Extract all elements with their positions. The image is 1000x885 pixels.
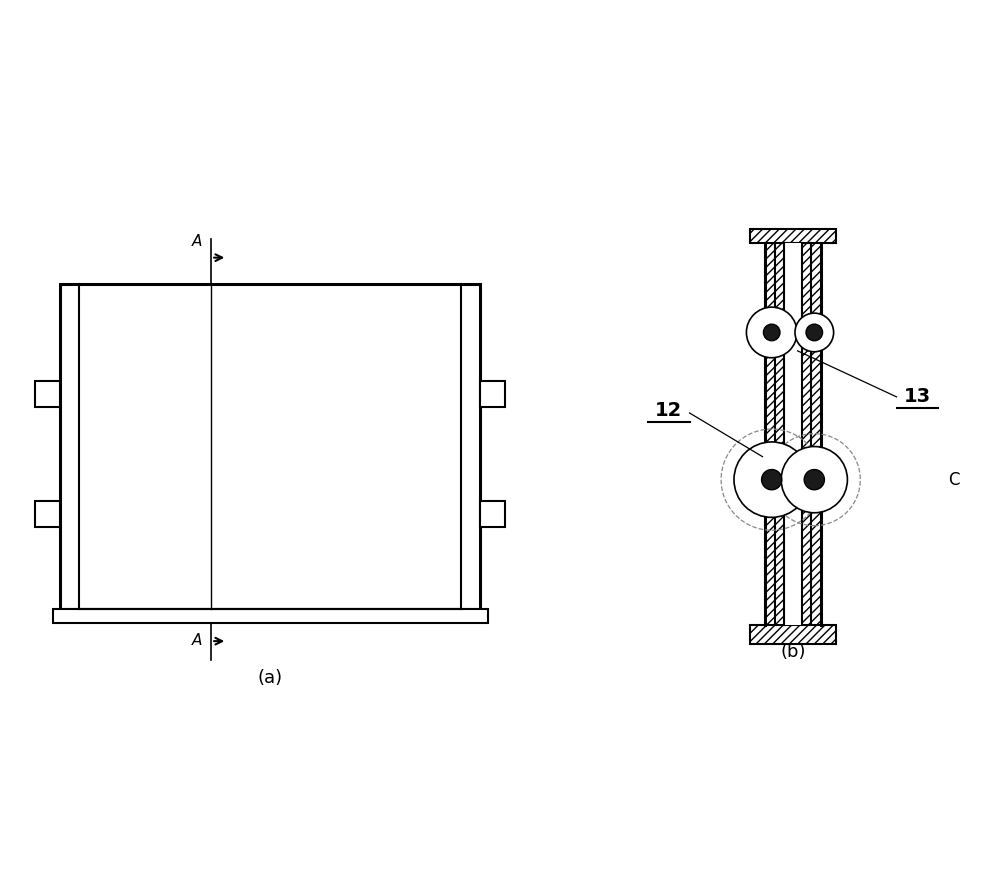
Bar [35,381,60,407]
Text: C: C [948,471,960,489]
Text: A: A [192,633,202,648]
Text: 12: 12 [655,401,682,420]
Circle shape [734,442,809,518]
Bar [802,242,821,625]
Circle shape [763,324,780,341]
Bar [765,242,784,625]
Bar [480,502,505,527]
Bar [784,242,802,625]
Text: (a): (a) [257,669,283,687]
Circle shape [746,307,797,358]
Bar [52,609,488,623]
Bar [35,502,60,527]
Bar [750,229,836,242]
Circle shape [804,470,824,489]
Bar [480,381,505,407]
Text: A: A [192,234,202,249]
Circle shape [795,313,834,351]
Bar [750,625,836,644]
Bar [60,284,480,609]
Circle shape [762,470,782,489]
Circle shape [806,324,823,341]
Text: (b): (b) [780,643,806,661]
Circle shape [781,447,847,512]
Text: 13: 13 [904,388,931,406]
